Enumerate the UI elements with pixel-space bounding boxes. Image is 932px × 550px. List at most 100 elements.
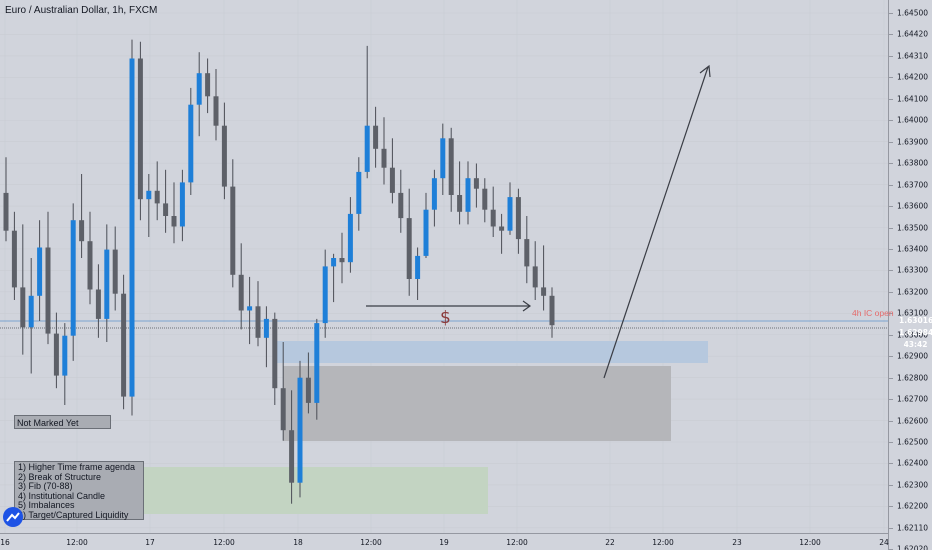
time-tick-label: 12:00 — [360, 538, 382, 547]
price-tick — [889, 291, 893, 293]
candle-body-bearish — [482, 188, 488, 210]
candle-body-bullish — [314, 323, 320, 403]
tradingview-logo-icon[interactable] — [3, 507, 23, 527]
price-tick-label: 1.62200 — [897, 501, 929, 511]
price-tick-label: 1.62600 — [897, 416, 929, 426]
candle — [457, 161, 463, 225]
candle-body-bearish — [95, 289, 101, 319]
candle-body-bullish — [146, 190, 152, 200]
time-tick-label: 12:00 — [506, 538, 528, 547]
price-tick — [889, 334, 893, 336]
price-tick — [889, 420, 893, 422]
candle — [37, 220, 43, 321]
price-tick — [889, 270, 893, 272]
candle-body-bearish — [305, 377, 311, 403]
candle-body-bearish — [213, 96, 219, 126]
candle — [146, 174, 152, 237]
price-tick-label: 1.63900 — [897, 137, 929, 147]
candle-body-bullish — [507, 197, 513, 231]
price-tick — [889, 184, 893, 186]
candle — [305, 352, 311, 414]
candle — [389, 138, 395, 204]
candle-body-bullish — [188, 104, 194, 183]
not-marked-note[interactable]: Not Marked Yet — [14, 415, 111, 429]
price-tick-label: 1.64310 — [897, 51, 929, 61]
price-tick-label: 1.63000 — [897, 330, 929, 340]
candle-body-bullish — [263, 318, 269, 338]
price-tick — [889, 55, 893, 57]
candle — [473, 163, 479, 208]
countdown-badge: 43:42 — [903, 340, 928, 349]
candle — [121, 274, 127, 410]
candle — [314, 318, 320, 420]
candle-body-bullish — [70, 220, 76, 336]
price-tick — [889, 141, 893, 143]
candle — [20, 224, 26, 355]
candle-body-bearish — [490, 209, 496, 227]
agenda-note[interactable]: 1) Higher Time frame agenda 2) Break of … — [14, 461, 144, 520]
candle — [356, 157, 362, 231]
candle — [263, 306, 269, 368]
price-tick — [889, 356, 893, 358]
candle — [322, 249, 328, 338]
price-tick — [889, 98, 893, 100]
chart-pane[interactable] — [0, 0, 888, 533]
candle-body-bearish — [11, 230, 17, 288]
time-axis[interactable]: 16 12:00 17 12:00 18 12:00 19 12:00 22 12:00 23 12:… — [0, 533, 889, 550]
price-tick-label: 1.62800 — [897, 373, 929, 383]
candle — [247, 276, 253, 345]
order-block-zone-grey — [283, 366, 671, 441]
price-tick-label: 1.63700 — [897, 180, 929, 190]
candle — [188, 87, 194, 195]
candle-body-bearish — [112, 249, 118, 294]
candle-body-bullish — [297, 377, 303, 483]
price-tick — [889, 484, 893, 486]
candle-body-bearish — [499, 226, 505, 231]
price-tick — [889, 377, 893, 379]
chart-title: Euro / Australian Dollar, 1h, FXCM — [5, 5, 158, 16]
candle-body-bearish — [373, 125, 379, 149]
price-tick — [889, 313, 893, 315]
candle-body-bearish — [3, 192, 9, 231]
candle — [339, 232, 345, 284]
candle-body-bullish — [247, 306, 253, 311]
agenda-item: 2) Break of Structure — [18, 471, 102, 482]
candle — [62, 323, 68, 405]
candle-body-bearish — [53, 333, 59, 376]
candle-body-bearish — [163, 203, 169, 216]
agenda-item: 3) Fib (70-88) — [18, 481, 73, 491]
liquidity-arrow — [366, 300, 532, 312]
candle — [532, 241, 538, 300]
candle — [364, 45, 370, 179]
time-tick-label: 12:00 — [66, 538, 88, 547]
price-tick — [889, 163, 893, 165]
candle — [95, 264, 101, 338]
candle — [448, 127, 454, 212]
price-tick-label: 1.64500 — [897, 8, 929, 18]
agenda-item: 4) Institutional Candle — [18, 490, 106, 501]
candle-body-bearish — [221, 125, 227, 187]
candle-body-bullish — [347, 213, 353, 263]
candle — [87, 211, 93, 305]
candle — [297, 360, 303, 498]
open-line-label: 4h IC open — [852, 308, 894, 318]
candle-body-bearish — [406, 218, 412, 279]
price-tick — [889, 442, 893, 443]
candle-body-bullish — [364, 125, 370, 172]
candle — [482, 178, 488, 223]
price-axis[interactable]: 1.64500 1.64420 1.64310 1.64200 1.64100 1.640… — [888, 0, 932, 550]
candle-body-bearish — [238, 274, 244, 311]
candle-body-bearish — [87, 241, 93, 290]
candle — [205, 58, 211, 114]
candle-body-bullish — [331, 258, 337, 267]
time-tick-label: 18 — [293, 538, 303, 547]
candle-body-bearish — [255, 306, 261, 338]
candle-body-bearish — [121, 293, 127, 397]
candle — [499, 213, 505, 254]
candle — [515, 188, 521, 254]
candle-body-bullish — [423, 209, 429, 256]
candle — [104, 224, 110, 342]
candle — [230, 159, 236, 288]
candle — [431, 169, 437, 227]
